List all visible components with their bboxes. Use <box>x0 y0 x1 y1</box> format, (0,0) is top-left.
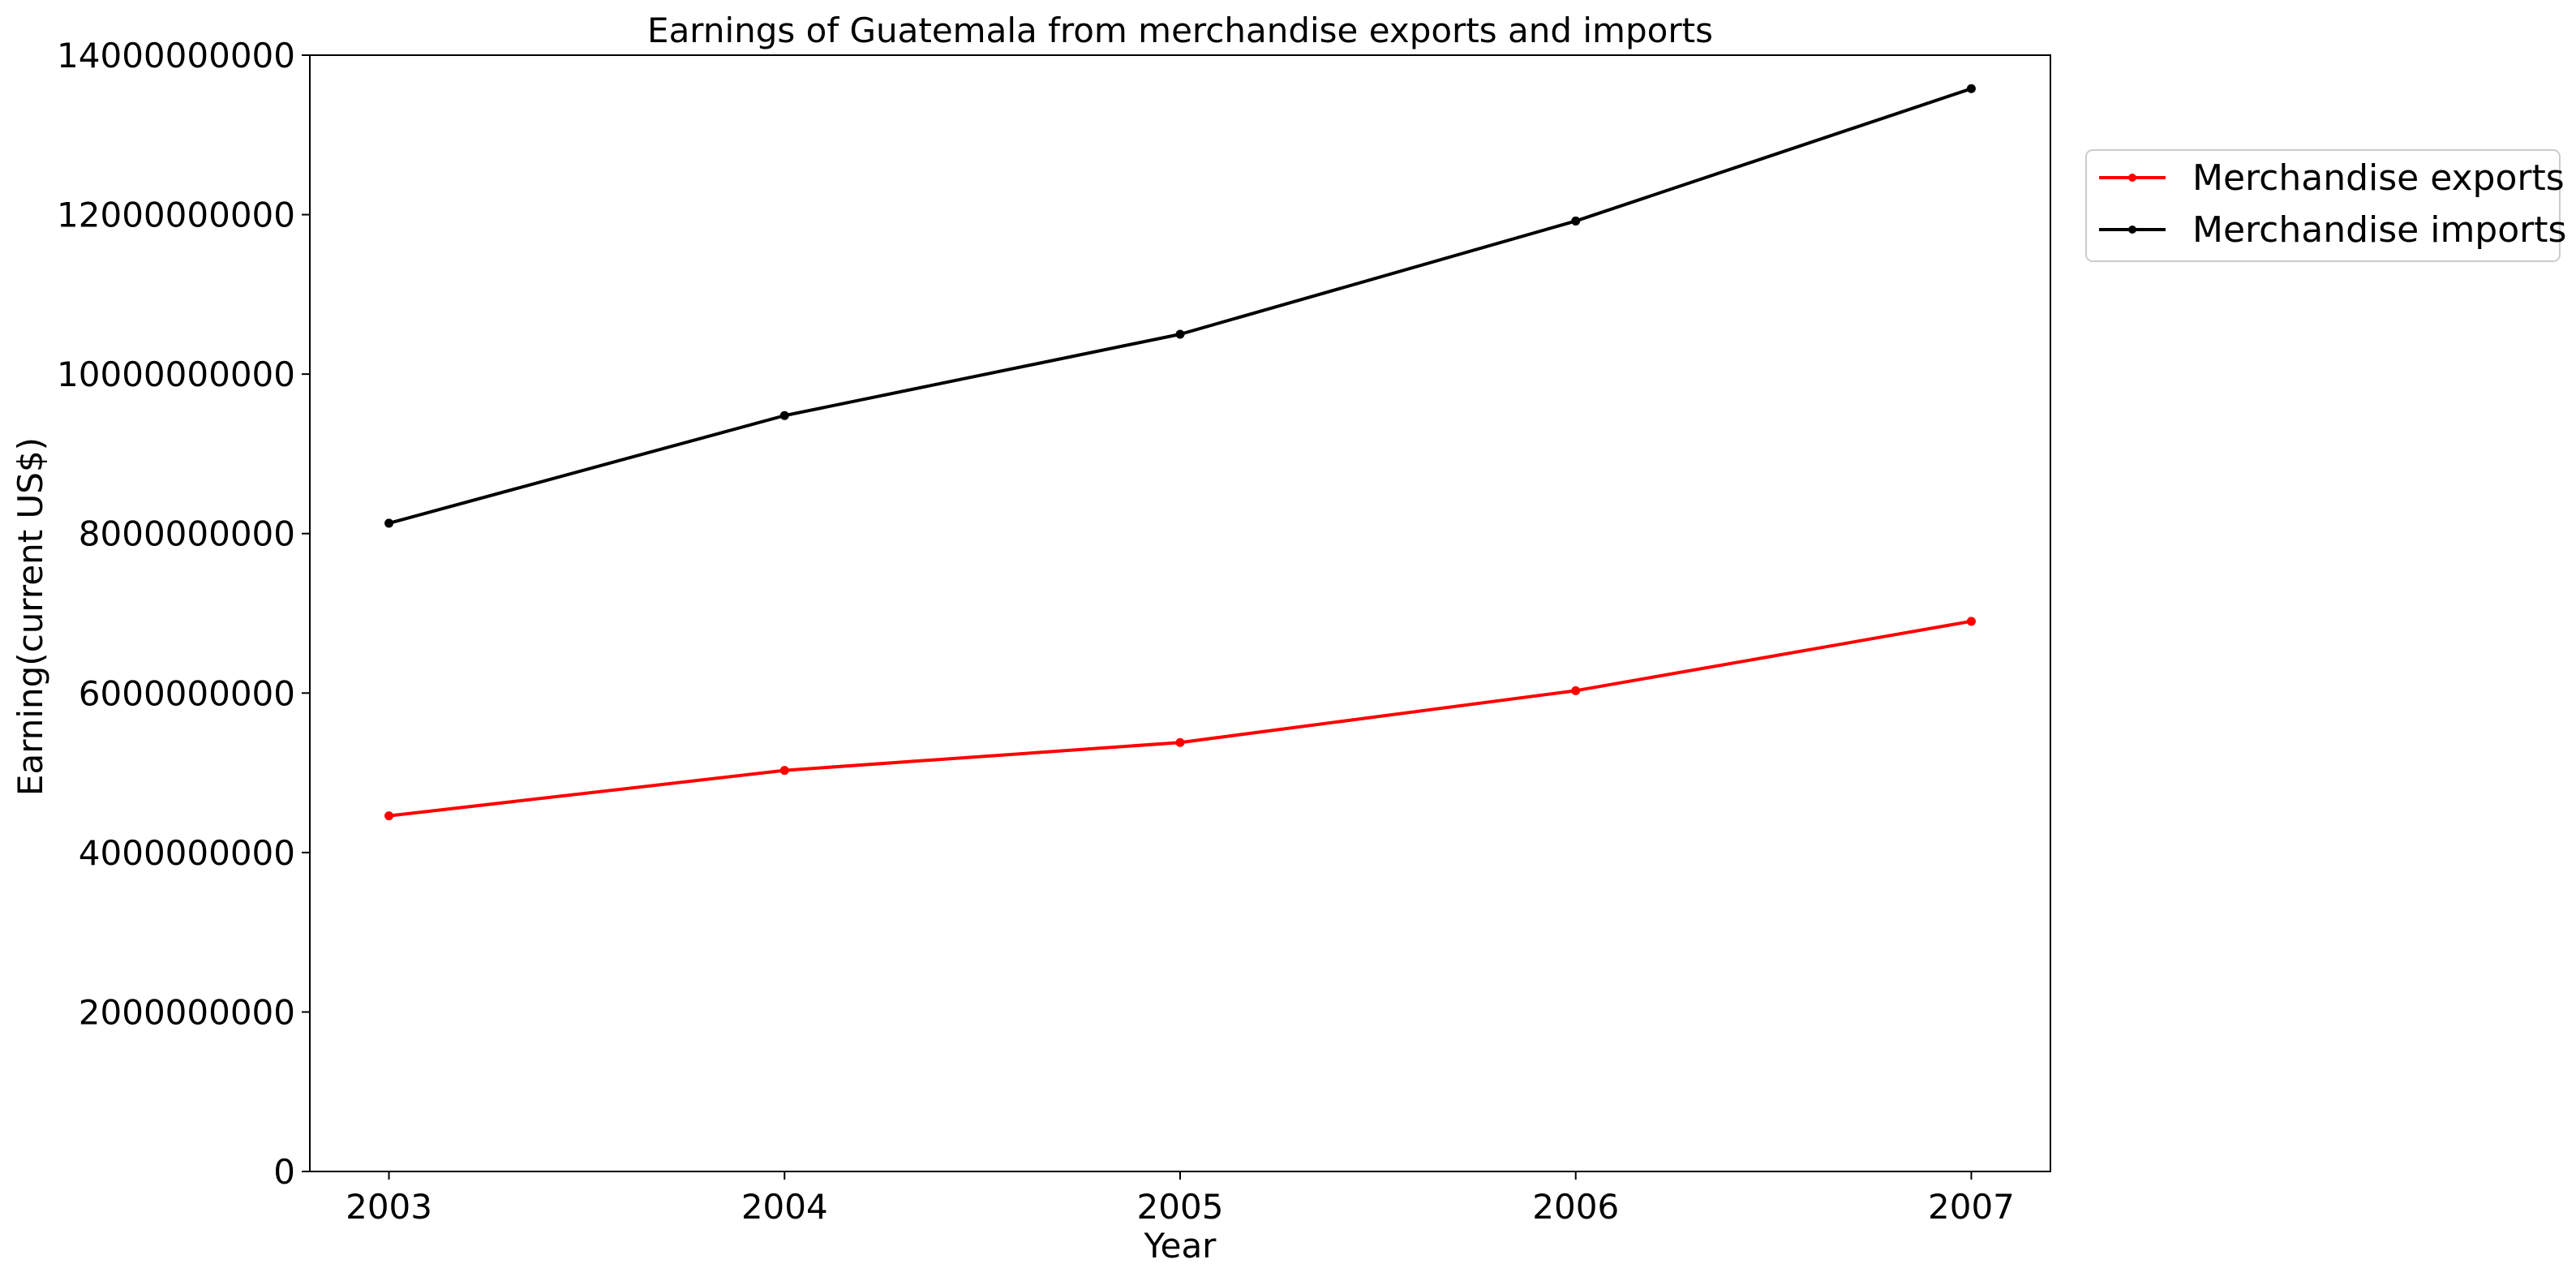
legend-imports-marker <box>2128 226 2136 234</box>
data-point <box>384 518 394 528</box>
data-point <box>1571 216 1581 226</box>
data-point <box>1966 617 1976 626</box>
x-tick-label: 2004 <box>741 1187 828 1227</box>
legend-exports-marker <box>2128 174 2136 182</box>
y-axis-label: Earning(current US$) <box>11 437 50 796</box>
y-tick-label: 8000000000 <box>79 514 295 554</box>
data-point <box>1175 737 1185 747</box>
y-tick-label: 4000000000 <box>79 833 295 873</box>
data-point <box>384 811 394 821</box>
x-tick-label: 2007 <box>1928 1187 2015 1227</box>
data-point <box>1175 329 1185 339</box>
y-axis: 0 2000000000 4000000000 6000000000 800000000… <box>57 36 310 1192</box>
legend-imports-label: Merchandise imports <box>2192 209 2566 251</box>
x-axis-label: Year <box>1144 1226 1217 1266</box>
data-point <box>779 411 789 420</box>
chart-title: Earnings of Guatemala from merchandise e… <box>647 11 1713 50</box>
x-tick-label: 2003 <box>346 1187 432 1227</box>
x-axis: 2003 2004 2005 2006 2007 <box>346 1171 2015 1227</box>
legend: Merchandise exports Merchandise imports <box>2085 149 2566 262</box>
data-point <box>1571 686 1581 695</box>
legend-box <box>2085 149 2561 262</box>
x-tick-label: 2005 <box>1137 1187 1224 1227</box>
legend-exports-label: Merchandise exports <box>2192 157 2565 199</box>
y-tick-label: 12000000000 <box>57 196 295 235</box>
x-tick-label: 2006 <box>1532 1187 1619 1227</box>
y-tick-label: 6000000000 <box>79 673 295 713</box>
y-tick-label: 2000000000 <box>79 992 295 1032</box>
plot-area <box>309 54 2051 1172</box>
series-layer <box>384 84 1976 821</box>
y-tick-label: 0 <box>273 1152 295 1192</box>
y-tick-label: 10000000000 <box>57 355 295 394</box>
y-tick-label: 14000000000 <box>57 36 295 75</box>
data-point <box>1966 84 1976 93</box>
data-point <box>779 766 789 776</box>
